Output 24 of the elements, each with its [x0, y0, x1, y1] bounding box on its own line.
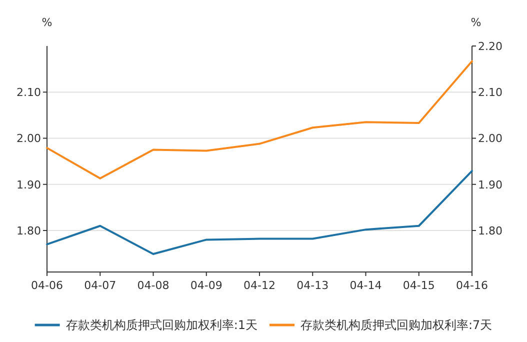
y2-tick-label: 2.10: [478, 86, 502, 100]
y2-tick-label: 2.20: [478, 40, 502, 53]
x-tick-label: 04-12: [244, 279, 276, 292]
x-tick-label: 04-06: [31, 279, 63, 292]
y-tick-label: 2.10: [16, 86, 41, 100]
y-tick-label: 1.80: [16, 224, 41, 238]
y2-axis-title: %: [470, 16, 482, 29]
x-tick-label: 04-16: [456, 279, 488, 292]
y-axis-title: %: [42, 16, 52, 29]
y2-tick-label: 2.00: [478, 132, 502, 146]
x-tick-label: 04-14: [350, 279, 382, 292]
x-tick-label: 04-09: [190, 279, 222, 292]
line-series: [46, 60, 473, 180]
y-tick-label: 2.00: [16, 132, 41, 146]
y2-tick-label: 1.90: [478, 178, 502, 192]
x-tick-label: 04-13: [296, 279, 329, 292]
legend-label: 存款类机构质押式回购加权利率:1天: [66, 318, 258, 332]
y2-tick-label: 1.80: [478, 224, 502, 238]
legend-label: 存款类机构质押式回购加权利率:7天: [300, 318, 492, 332]
x-tick-label: 04-15: [402, 279, 435, 292]
x-tick-label: 04-08: [137, 279, 170, 292]
x-tick-label: 04-07: [84, 279, 116, 292]
y-tick-label: 1.90: [16, 178, 41, 192]
line-series: [46, 170, 473, 256]
